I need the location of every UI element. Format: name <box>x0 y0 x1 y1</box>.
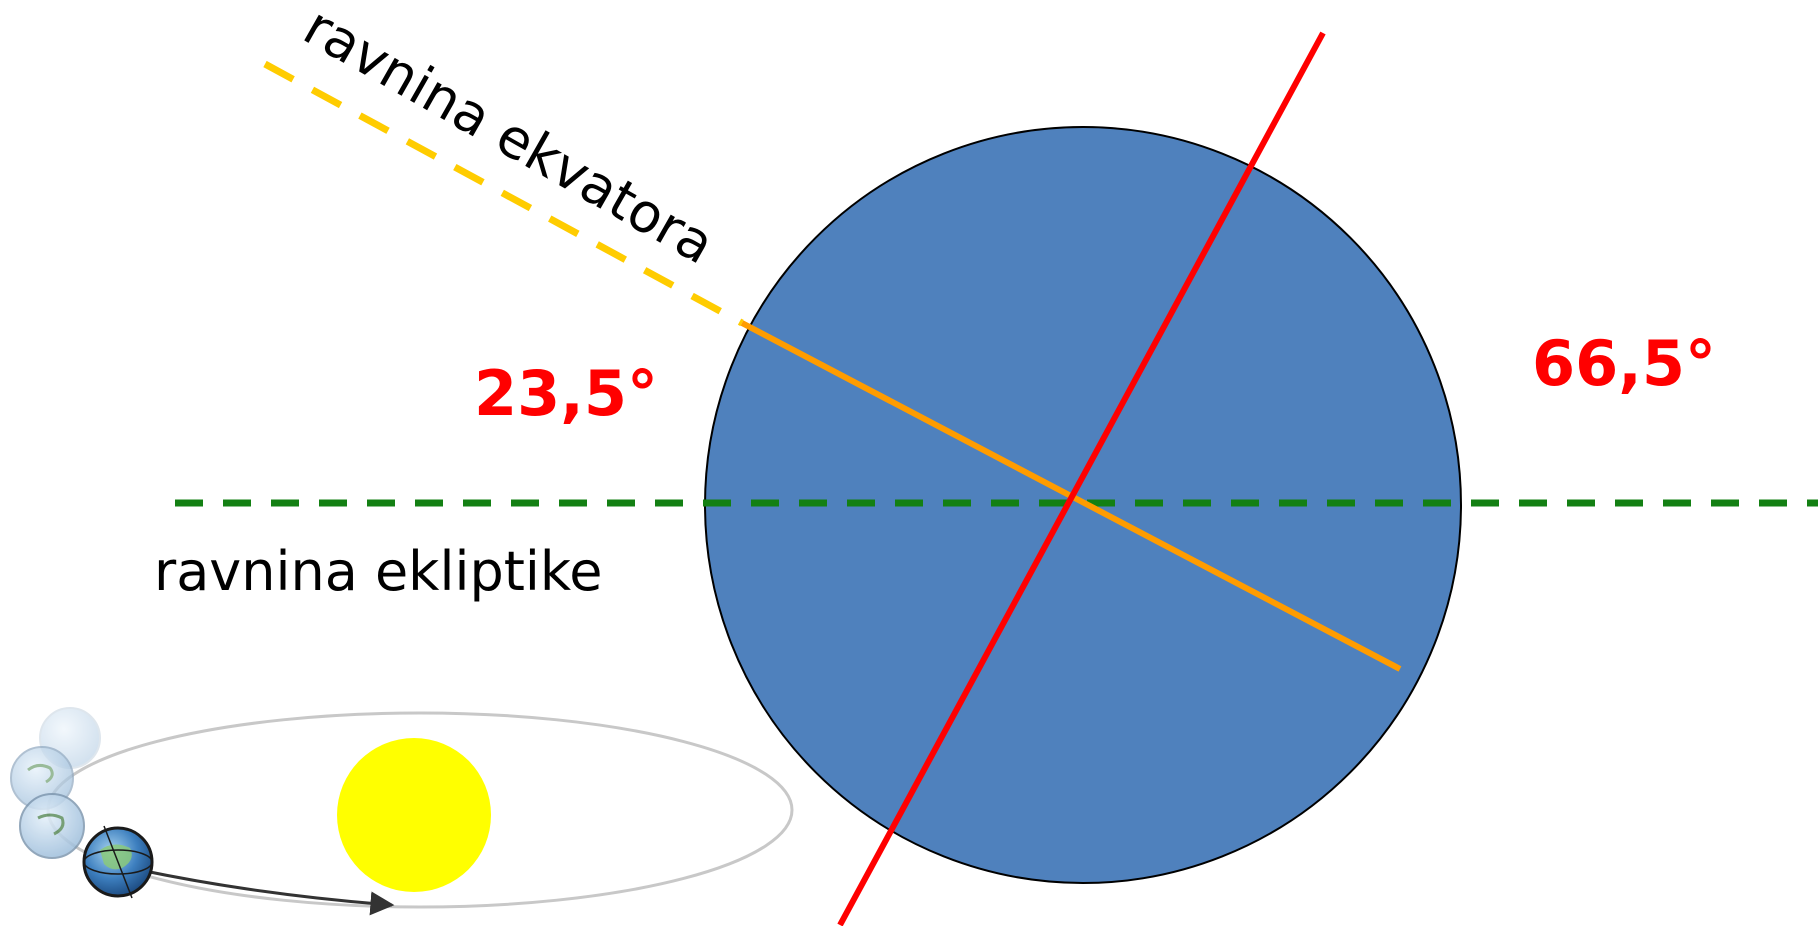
ecliptic-plane-label: ravnina ekliptike <box>154 540 602 603</box>
rotation-axis-line <box>837 31 1326 926</box>
orbit-arrow <box>139 868 395 916</box>
earth-globe-icon <box>19 793 85 859</box>
earth-globe-icon <box>82 825 154 899</box>
equator-plane-label: ravnina ekvatora <box>294 0 725 277</box>
orbit-illustration <box>10 707 794 916</box>
angle-label-66-5: 66,5° <box>1532 327 1716 400</box>
equator-plane-dashed-line <box>263 60 744 327</box>
angle-label-23-5: 23,5° <box>474 357 658 430</box>
sun-icon <box>337 738 491 892</box>
